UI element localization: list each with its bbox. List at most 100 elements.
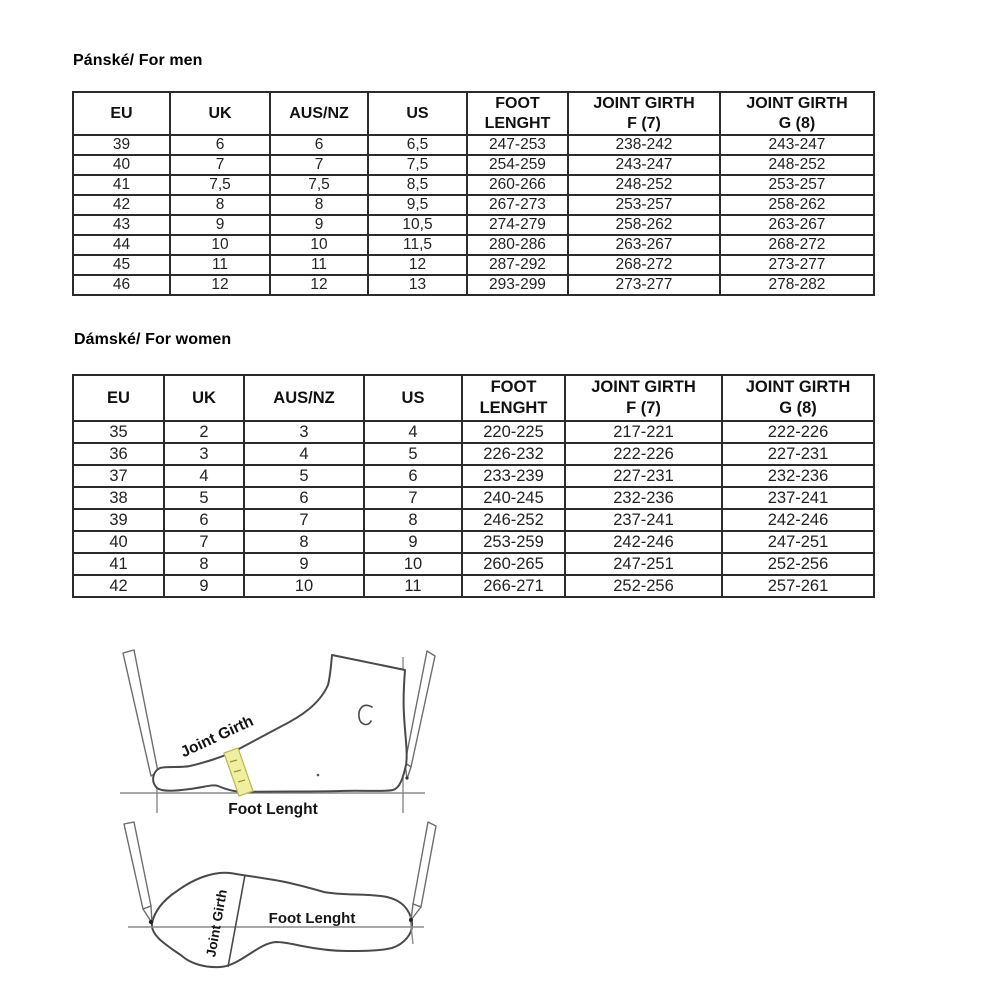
- table-row: 42 8 8 9,5 267-273 253-257 258-262: [72, 194, 875, 216]
- table-cell: 35: [72, 420, 165, 444]
- foot-top-view-diagram: Joint Girth Foot Lenght: [123, 821, 437, 969]
- table-cell: 12: [367, 254, 468, 276]
- table-cell: 242-246: [721, 508, 875, 532]
- table-cell: 252-256: [564, 574, 723, 598]
- table-cell: 7: [363, 486, 463, 510]
- heel-pencil: [412, 821, 437, 908]
- table-cell: 273-277: [719, 254, 875, 276]
- table-cell: 6: [169, 134, 271, 156]
- table-cell: 11: [169, 254, 271, 276]
- foot-side-view-diagram: Joint Girth Foot Lenght: [120, 649, 436, 818]
- joint-girth-line: [227, 874, 246, 968]
- table-cell: 9: [163, 574, 245, 598]
- women-section-title: Dámské/ For women: [74, 331, 232, 348]
- table-cell: 260-266: [466, 174, 569, 196]
- header-cell: JOINT GIRTH G (8): [721, 374, 875, 422]
- toe-measuring-stick: [122, 649, 159, 777]
- top-foot-length-label: Foot Lenght: [269, 910, 356, 927]
- footprint-outline: [150, 871, 414, 969]
- table-cell: 253-257: [719, 174, 875, 196]
- toe-pencil: [123, 821, 152, 910]
- table-cell: 45: [72, 254, 171, 276]
- table-row: 44 10 10 11,5 280-286 263-267 268-272: [72, 234, 875, 256]
- table-cell: 6: [243, 486, 365, 510]
- table-cell: 252-256: [721, 552, 875, 576]
- table-cell: 263-267: [567, 234, 721, 256]
- table-row: 41 7,5 7,5 8,5 260-266 248-252 253-257: [72, 174, 875, 196]
- table-cell: 9: [169, 214, 271, 236]
- table-cell: 222-226: [721, 420, 875, 444]
- table-cell: 10: [243, 574, 365, 598]
- header-cell: AUS/NZ: [243, 374, 365, 422]
- header-cell: US: [367, 91, 468, 136]
- table-cell: 6: [269, 134, 369, 156]
- table-cell: 39: [72, 508, 165, 532]
- women-table-body: 35 2 3 4 220-225 217-221 222-226 36 3 4 5 226-232 22…: [72, 420, 875, 598]
- table-row: 39 6 6 6,5 247-253 238-242 243-247: [72, 134, 875, 156]
- table-cell: 258-262: [567, 214, 721, 236]
- table-cell: 227-231: [564, 464, 723, 488]
- spot-dot: [316, 773, 320, 777]
- table-row: 36 3 4 5 226-232 222-226 227-231: [72, 442, 875, 466]
- header-cell: EU: [72, 91, 171, 136]
- header-cell: UK: [163, 374, 245, 422]
- heel-stick-tip: [405, 776, 409, 780]
- table-cell: 7: [243, 508, 365, 532]
- table-cell: 12: [169, 274, 271, 296]
- table-cell: 268-272: [719, 234, 875, 256]
- table-cell: 10: [363, 552, 463, 576]
- table-cell: 247-253: [466, 134, 569, 156]
- table-row: 39 6 7 8 246-252 237-241 242-246: [72, 508, 875, 532]
- table-cell: 242-246: [564, 530, 723, 554]
- table-cell: 266-271: [461, 574, 566, 598]
- table-cell: 41: [72, 552, 165, 576]
- table-cell: 3: [243, 420, 365, 444]
- table-cell: 5: [243, 464, 365, 488]
- table-cell: 41: [72, 174, 171, 196]
- table-header-row: EU UK AUS/NZ US FOOT LENGHT JOINT GIRTH F (7)…: [72, 374, 875, 422]
- table-cell: 5: [363, 442, 463, 466]
- table-cell: 247-251: [564, 552, 723, 576]
- table-cell: 246-252: [461, 508, 566, 532]
- table-cell: 227-231: [721, 442, 875, 466]
- header-cell: JOINT GIRTH F (7): [567, 91, 721, 136]
- table-cell: 42: [72, 574, 165, 598]
- table-cell: 253-257: [567, 194, 721, 216]
- table-cell: 222-226: [564, 442, 723, 466]
- table-row: 35 2 3 4 220-225 217-221 222-226: [72, 420, 875, 444]
- women-size-table: EU UK AUS/NZ US FOOT LENGHT JOINT GIRTH F (7)…: [72, 374, 875, 598]
- table-cell: 11,5: [367, 234, 468, 256]
- table-cell: 8: [363, 508, 463, 532]
- table-row: 37 4 5 6 233-239 227-231 232-236: [72, 464, 875, 488]
- table-cell: 237-241: [564, 508, 723, 532]
- table-cell: 6: [163, 508, 245, 532]
- table-cell: 4: [243, 442, 365, 466]
- table-cell: 243-247: [567, 154, 721, 176]
- heel-measuring-stick: [404, 650, 436, 768]
- table-cell: 38: [72, 486, 165, 510]
- table-cell: 257-261: [721, 574, 875, 598]
- table-row: 42 9 10 11 266-271 252-256 257-261: [72, 574, 875, 598]
- table-cell: 238-242: [567, 134, 721, 156]
- table-cell: 5: [163, 486, 245, 510]
- table-cell: 233-239: [461, 464, 566, 488]
- table-cell: 12: [269, 274, 369, 296]
- heel-pencil-point: [410, 903, 422, 921]
- measuring-tape: [223, 747, 254, 797]
- table-cell: 8: [169, 194, 271, 216]
- ankle-mark: [358, 704, 373, 726]
- table-cell: 4: [363, 420, 463, 444]
- table-cell: 46: [72, 274, 171, 296]
- tape-tick: [237, 779, 246, 783]
- table-cell: 6,5: [367, 134, 468, 156]
- table-cell: 248-252: [719, 154, 875, 176]
- foot-outline: [152, 654, 408, 793]
- table-cell: 40: [72, 530, 165, 554]
- table-row: 45 11 11 12 287-292 268-272 273-277: [72, 254, 875, 276]
- table-row: 38 5 6 7 240-245 232-236 237-241: [72, 486, 875, 510]
- table-cell: 10,5: [367, 214, 468, 236]
- table-cell: 11: [363, 574, 463, 598]
- table-cell: 37: [72, 464, 165, 488]
- table-cell: 247-251: [721, 530, 875, 554]
- toe-pencil-tip: [148, 919, 154, 925]
